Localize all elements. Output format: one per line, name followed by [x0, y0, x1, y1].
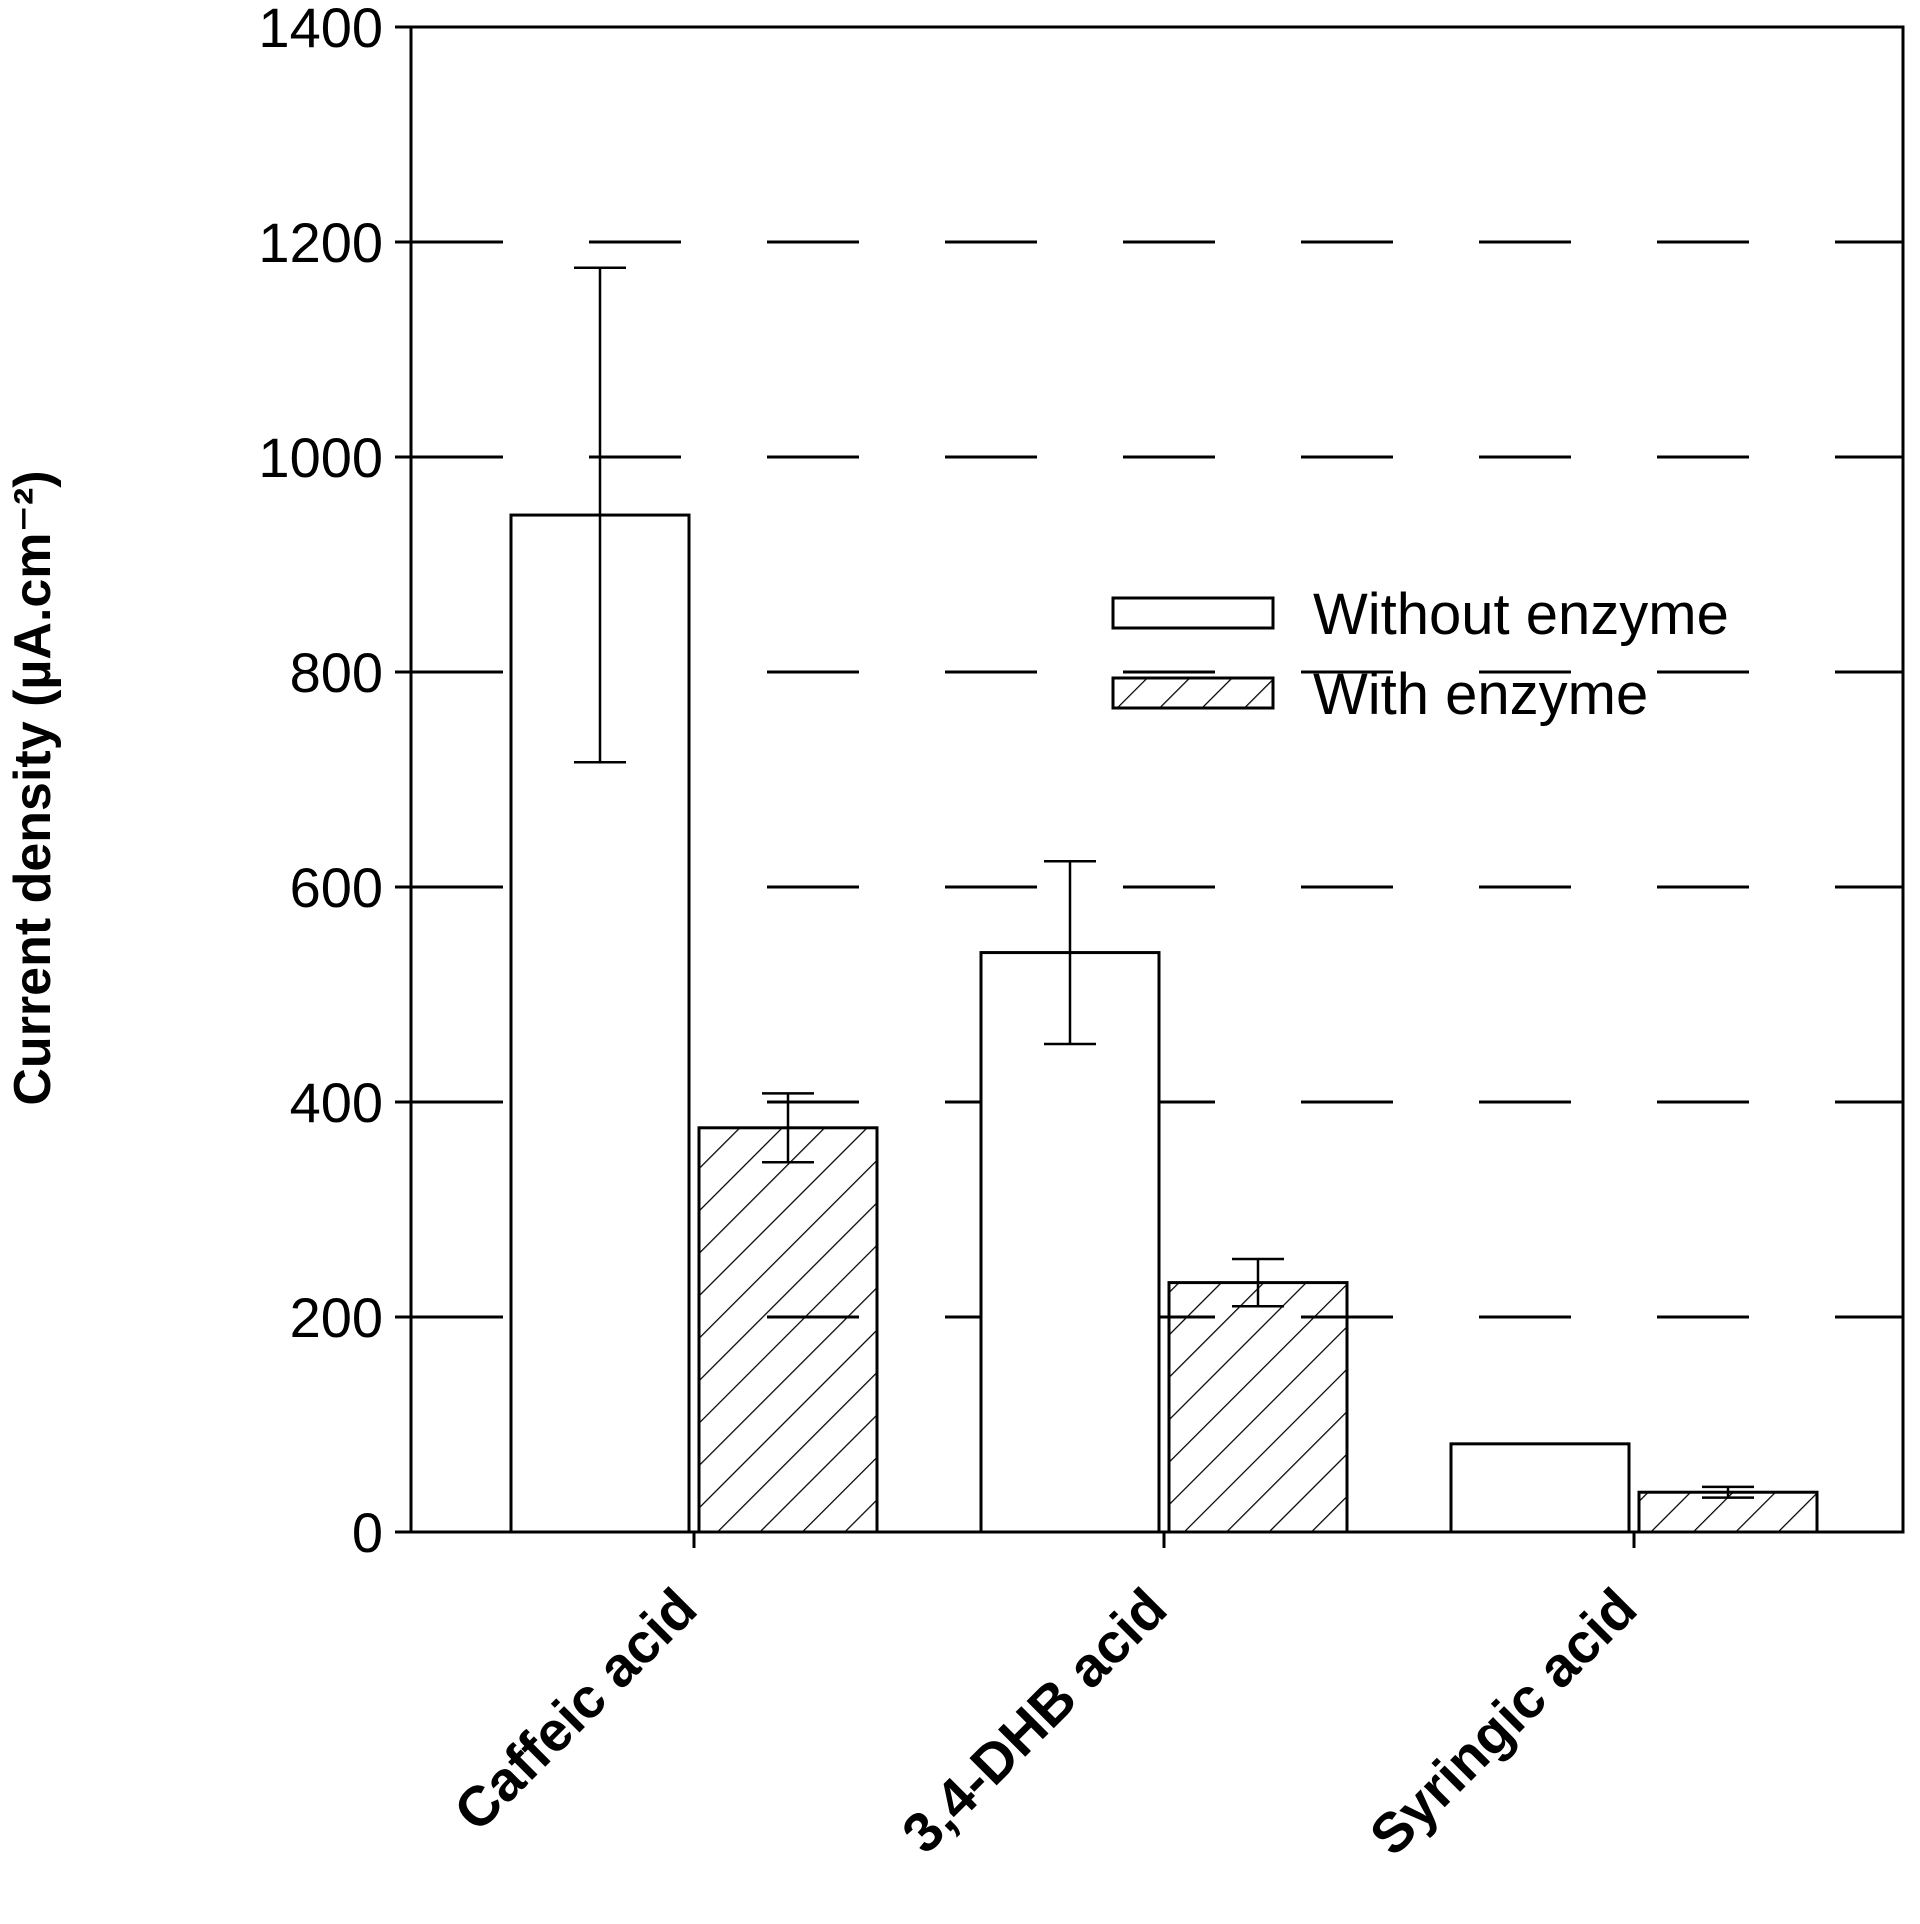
legend-label-without-enzyme: Without enzyme [1313, 582, 1729, 647]
y-tick-label: 1000 [258, 426, 383, 489]
y-tick-label: 600 [290, 856, 383, 919]
y-tick-label: 0 [352, 1501, 383, 1564]
y-tick-label: 400 [290, 1071, 383, 1134]
bar-with-enzyme [1167, 1281, 1349, 1534]
legend-swatch-with-enzyme [1111, 676, 1275, 710]
y-axis-title: Current density (µA.cm⁻²) [4, 470, 62, 1105]
error-bars [574, 266, 1754, 1499]
y-tick-label: 800 [290, 641, 383, 704]
x-tick-label: 3,4-DHB acid [890, 1576, 1179, 1865]
legend-swatch-without-enzyme [1111, 596, 1275, 630]
legend: Without enzyme With enzyme [1111, 582, 1729, 727]
legend-label-with-enzyme: With enzyme [1313, 662, 1648, 727]
y-tick-label: 200 [290, 1286, 383, 1349]
bar-without-enzyme [979, 951, 1161, 1534]
plot-frame [409, 25, 1905, 1534]
y-tick-label: 1200 [258, 211, 383, 274]
y-axis: 0 200 400 600 800 1000 1200 1400 [258, 0, 411, 1564]
x-tick-label: Syringic acid [1357, 1576, 1648, 1867]
x-tick-label: Caffeic acid [442, 1576, 709, 1843]
bar-without-enzyme [1449, 1442, 1631, 1534]
bar-with-enzyme [697, 1126, 879, 1534]
x-axis: Caffeic acid 3,4-DHB acid Syringic acid [442, 1532, 1648, 1867]
y-tick-label: 1400 [258, 0, 383, 59]
